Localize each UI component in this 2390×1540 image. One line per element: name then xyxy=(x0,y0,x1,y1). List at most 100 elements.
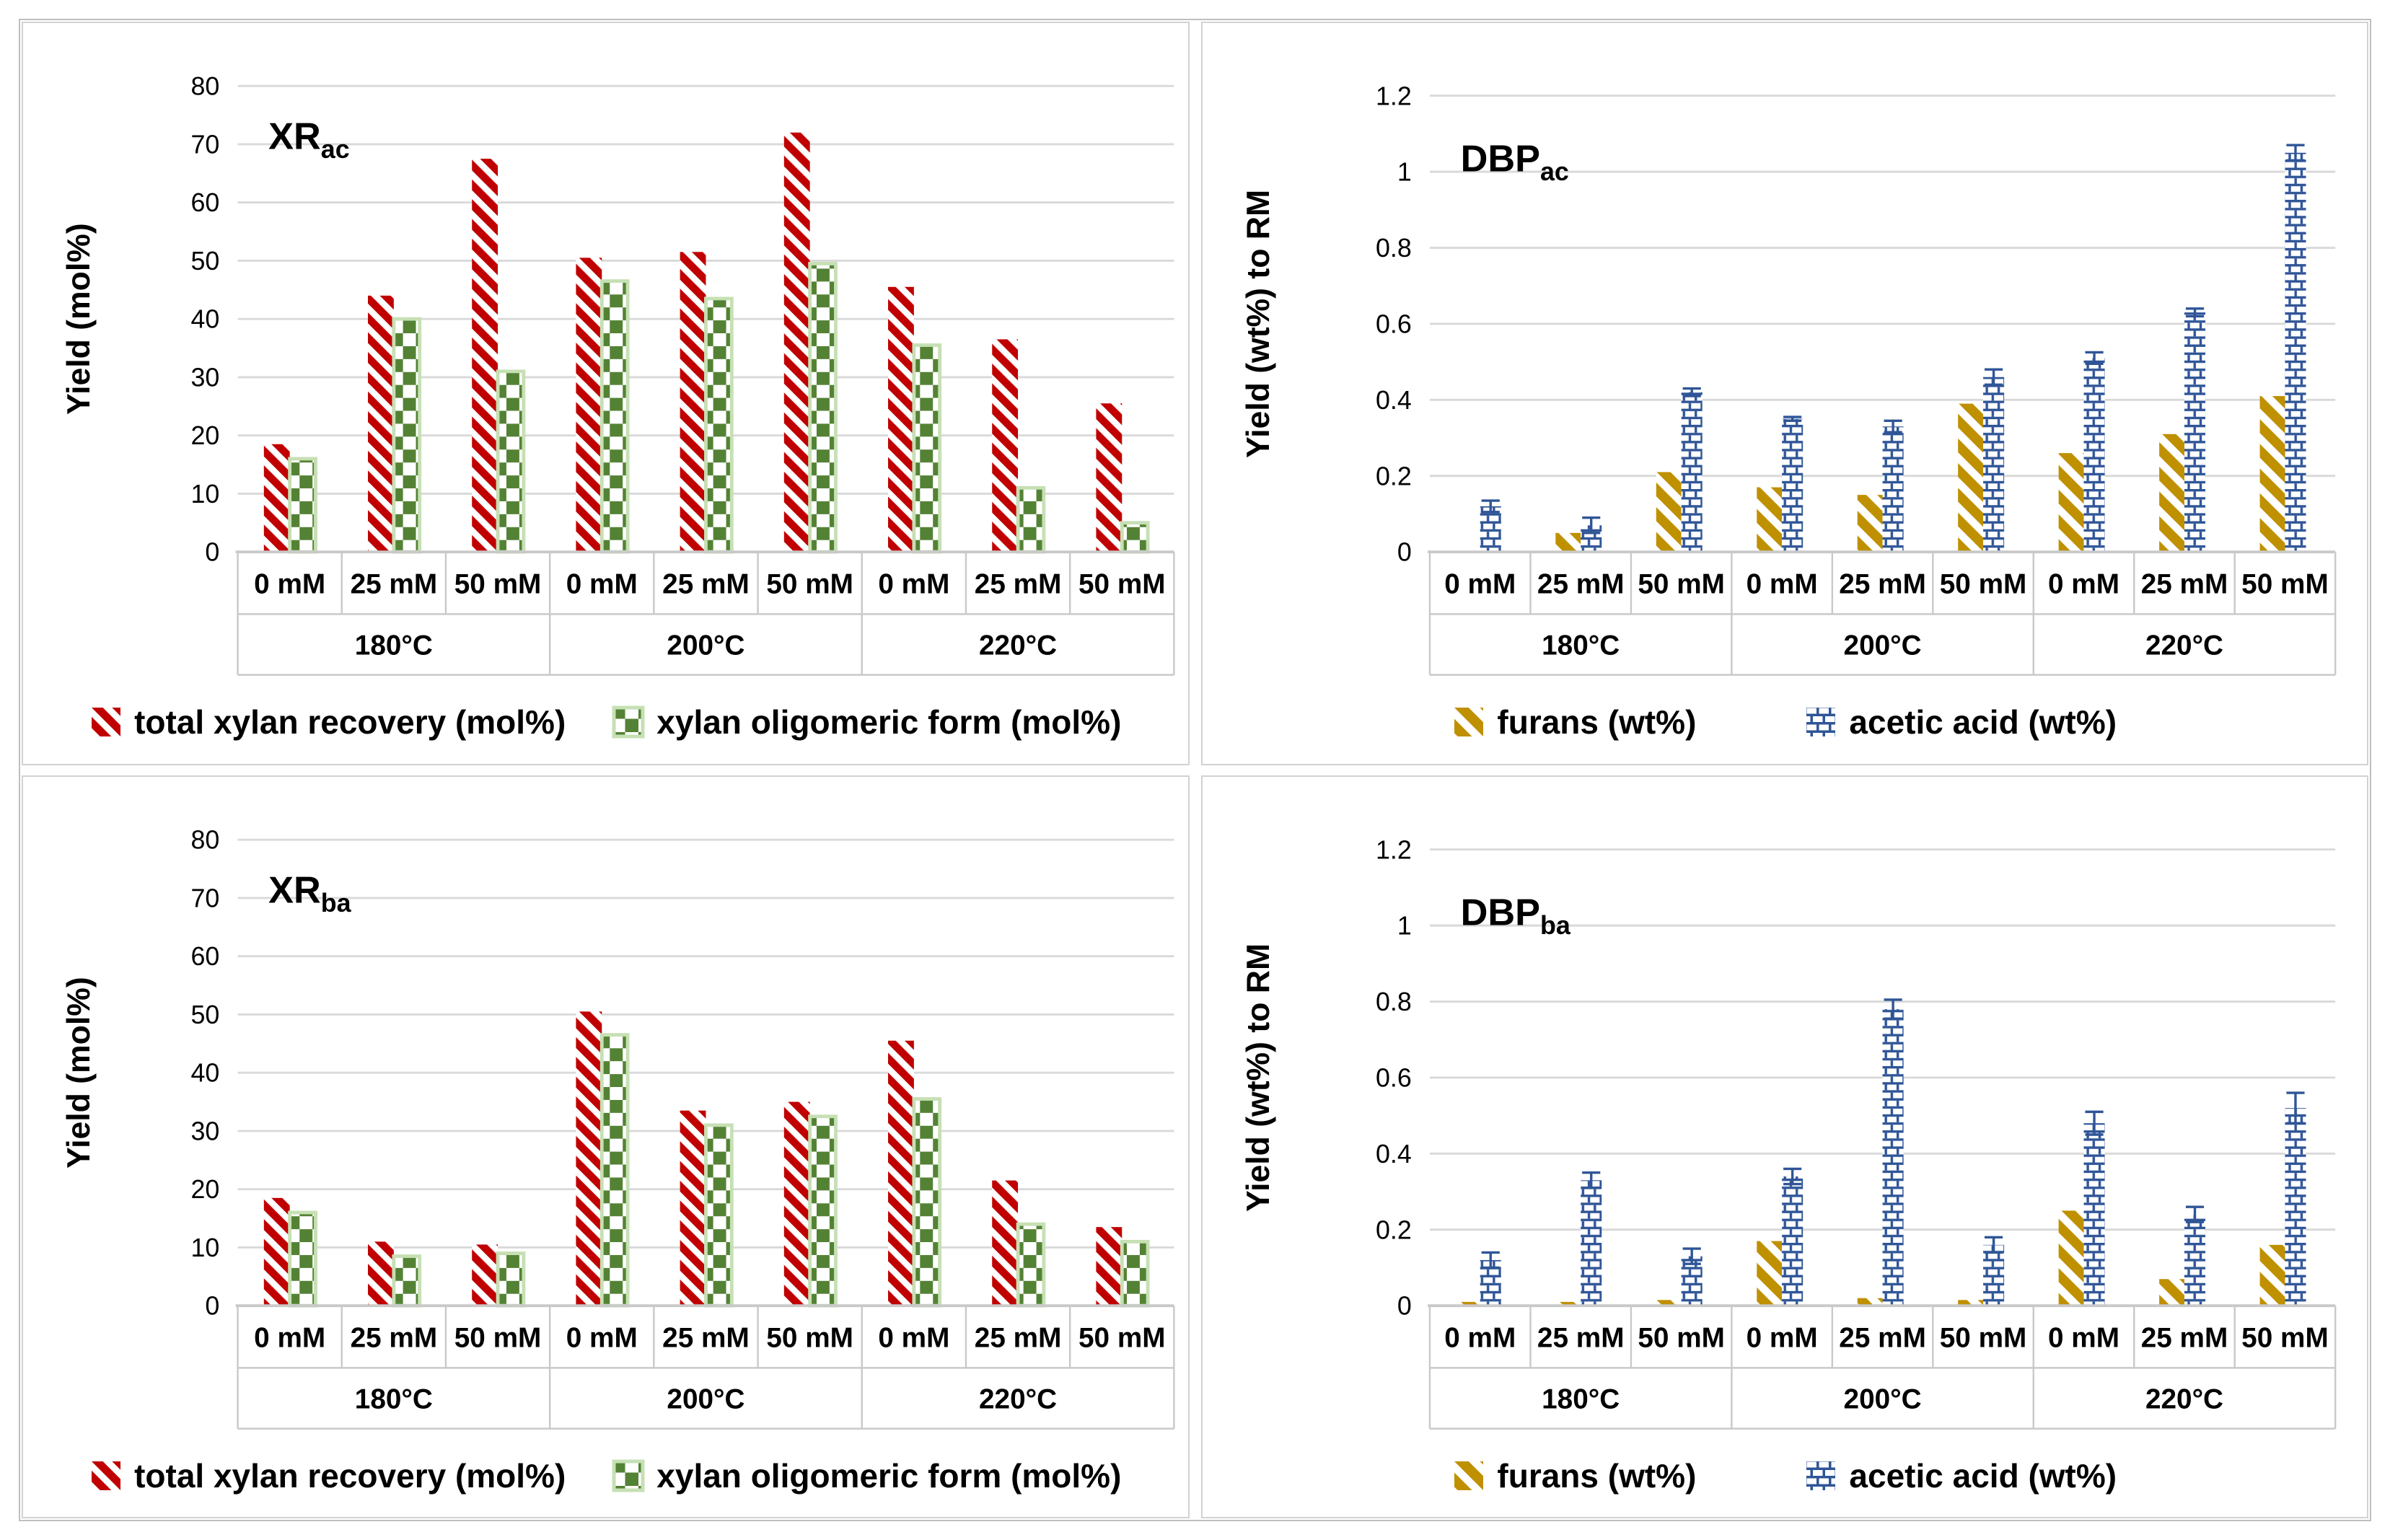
dose-label: 0 mM xyxy=(254,1322,325,1353)
dose-label: 25 mM xyxy=(1839,1322,1926,1353)
legend-label: total xylan recovery (mol%) xyxy=(134,1456,566,1495)
bar xyxy=(1656,472,1682,553)
bar xyxy=(576,258,602,553)
bar xyxy=(1757,1241,1782,1306)
dose-label: 25 mM xyxy=(351,1322,438,1353)
bar xyxy=(680,1110,706,1306)
legend-marker-red-hatch-icon xyxy=(92,1461,121,1490)
dose-label: 50 mM xyxy=(1638,568,1725,599)
bar xyxy=(912,1096,942,1308)
x-axis-table xyxy=(1427,1303,2337,1430)
temp-label: 200°C xyxy=(1843,1383,1921,1414)
dose-label: 25 mM xyxy=(2140,1322,2228,1353)
x-axis-table xyxy=(235,550,1175,676)
bar xyxy=(2285,1107,2306,1306)
bar xyxy=(392,1254,422,1308)
bar xyxy=(1096,403,1122,553)
bar xyxy=(1096,1226,1122,1306)
temp-label: 180°C xyxy=(1542,630,1620,661)
bar xyxy=(1016,485,1046,554)
dose-label: 25 mM xyxy=(662,568,750,599)
dose-label: 25 mM xyxy=(2140,568,2228,599)
dose-label: 50 mM xyxy=(454,1322,542,1353)
y-tick-label: 1.2 xyxy=(1376,835,1412,864)
dose-label: 25 mM xyxy=(975,568,1062,599)
legend-label: furans (wt%) xyxy=(1497,1456,1697,1495)
x-axis-dose-labels: 0 mM 25 mM 50 mM 0 mM 25 mM 50 mM 0 mM 25 mM 50 … xyxy=(254,1322,1165,1353)
y-tick-label: 0.4 xyxy=(1376,386,1412,415)
y-tick-label: 60 xyxy=(191,188,220,217)
temp-label: 220°C xyxy=(979,1383,1057,1414)
legend-item: xylan oligomeric form (mol%) xyxy=(612,703,1121,742)
chart-title: DBPac xyxy=(1460,138,1568,186)
chart-title: DBPba xyxy=(1460,892,1570,940)
chart-area-xr-ba: 0 10 20 30 40 50 60 70 80 Yield (mol%) XRba 0 mM 25 … xyxy=(28,777,1182,1435)
error-bar xyxy=(1581,516,1601,534)
dose-label: 50 mM xyxy=(2241,1322,2329,1353)
bar xyxy=(1857,1298,1883,1306)
legend-item: acetic acid (wt%) xyxy=(1804,703,2117,742)
bar xyxy=(1016,1222,1046,1308)
bar xyxy=(1120,521,1150,554)
bar xyxy=(392,317,422,554)
dose-label: 0 mM xyxy=(1746,1322,1817,1353)
bar xyxy=(600,1032,630,1308)
temp-label: 180°C xyxy=(1542,1383,1620,1414)
dose-label: 25 mM xyxy=(1839,568,1926,599)
error-bar xyxy=(2085,351,2104,365)
y-tick-label: 0.2 xyxy=(1376,462,1412,490)
gridlines xyxy=(1429,848,2335,1231)
legend-item: furans (wt%) xyxy=(1452,1456,1696,1495)
legend-marker-gold-hatch-icon xyxy=(1454,1461,1484,1490)
chart-title: XRba xyxy=(268,869,352,918)
bar xyxy=(1580,1179,1602,1306)
dose-label: 0 mM xyxy=(254,568,325,599)
chart-area-dbp-ac: 0 0.2 0.4 0.6 0.8 1 1.2 Yield (wt%) to RM DBPac 0… xyxy=(1208,23,2362,681)
bar xyxy=(2285,152,2306,553)
y-axis-title: Yield (wt%) to RM xyxy=(1241,943,1276,1211)
legend-marker-green-check-icon xyxy=(612,705,645,739)
y-tick-label: 1.2 xyxy=(1376,82,1412,110)
y-tick-label: 0 xyxy=(1397,1291,1412,1320)
bar xyxy=(496,1251,526,1308)
bar xyxy=(1781,418,1803,553)
legend-label: furans (wt%) xyxy=(1497,703,1697,742)
temp-label: 220°C xyxy=(2145,630,2223,661)
series-blue-brick xyxy=(1480,998,2306,1306)
bar xyxy=(2058,1210,2084,1306)
dose-label: 25 mM xyxy=(1537,1322,1625,1353)
error-bar xyxy=(2085,1110,2104,1136)
dose-label: 50 mM xyxy=(767,568,854,599)
bar xyxy=(472,159,498,553)
y-tick-label: 10 xyxy=(191,480,220,509)
panel-xr-ac: 0 10 20 30 40 50 60 70 80 Yield (mol%) XRac 0 mM 25 … xyxy=(22,22,1190,765)
temp-label: 220°C xyxy=(2145,1383,2223,1414)
dose-label: 0 mM xyxy=(566,568,638,599)
legend-item: total xylan recovery (mol%) xyxy=(89,703,566,742)
y-tick-label: 40 xyxy=(191,1058,220,1087)
bar xyxy=(808,1114,838,1308)
bar xyxy=(2058,453,2084,553)
temp-label: 200°C xyxy=(667,1383,745,1414)
dose-label: 0 mM xyxy=(879,1322,950,1353)
bar xyxy=(1555,1301,1581,1306)
dose-label: 0 mM xyxy=(879,568,950,599)
legend-marker-blue-brick-icon xyxy=(1806,708,1836,737)
bar xyxy=(2184,1214,2205,1306)
dose-label: 0 mM xyxy=(1444,568,1516,599)
error-bar xyxy=(1783,1167,1801,1185)
error-bar xyxy=(1481,1251,1500,1269)
dose-label: 50 mM xyxy=(1078,568,1166,599)
bar xyxy=(704,296,734,554)
error-bar xyxy=(1481,499,1500,514)
y-tick-label: 70 xyxy=(191,131,220,159)
bar xyxy=(264,444,290,553)
error-bar xyxy=(1984,368,2003,386)
y-tick-label: 30 xyxy=(191,1117,220,1145)
bar xyxy=(1454,1301,1480,1306)
bar xyxy=(1757,487,1782,553)
bar xyxy=(992,339,1019,553)
y-tick-label: 0.6 xyxy=(1376,1063,1412,1092)
x-axis-dose-labels: 0 mM 25 mM 50 mM 0 mM 25 mM 50 mM 0 mM 25 mM 50 … xyxy=(1444,1322,2329,1353)
legend-item: furans (wt%) xyxy=(1452,703,1696,742)
